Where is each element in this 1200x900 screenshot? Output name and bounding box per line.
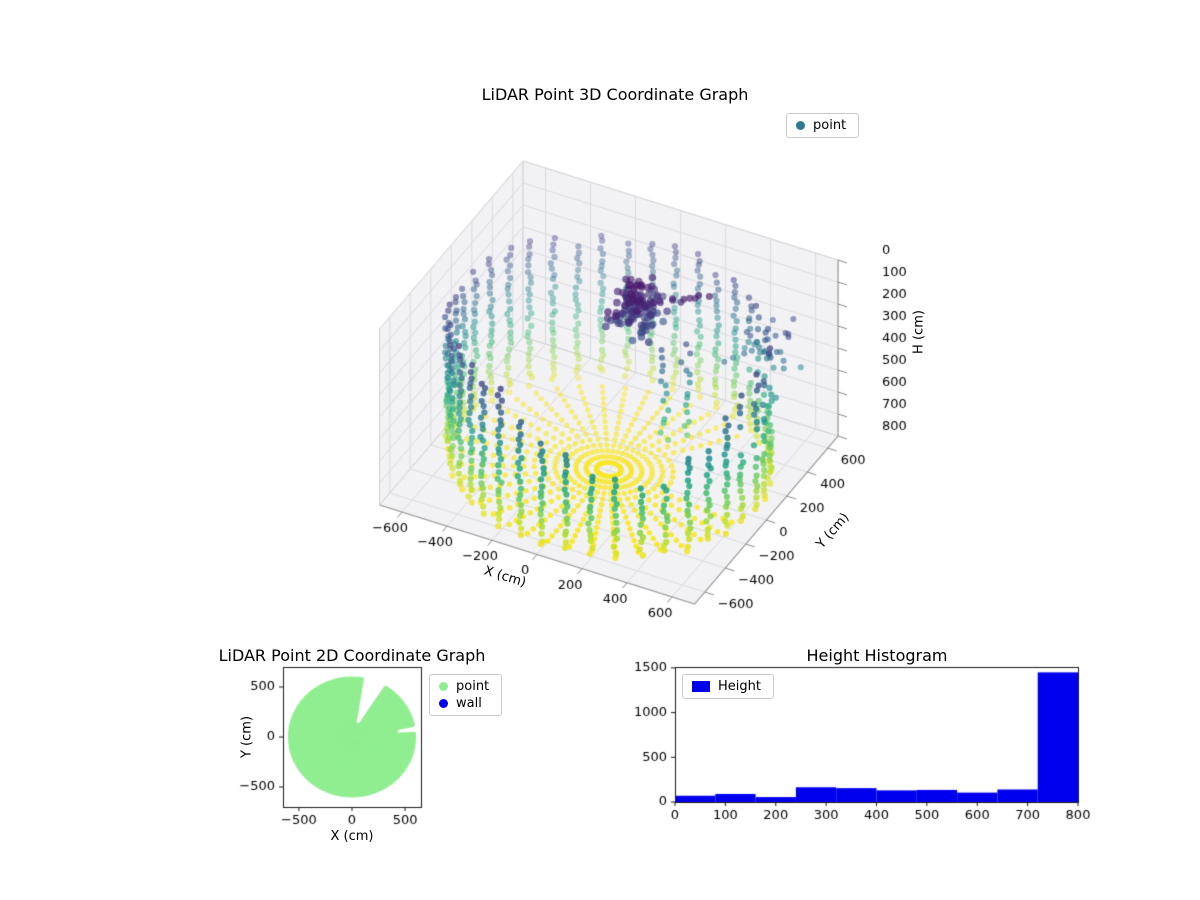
legend-marker-icon xyxy=(439,682,448,691)
chart-title-2d: LiDAR Point 2D Coordinate Graph xyxy=(218,646,486,665)
legend-3d: point xyxy=(786,113,860,138)
legend-histogram: Height xyxy=(682,674,774,699)
legend-entry-wall-2d: wall xyxy=(439,697,489,710)
legend-label: point xyxy=(813,118,847,133)
legend-label: point xyxy=(456,679,490,694)
chart-title-3d: LiDAR Point 3D Coordinate Graph xyxy=(481,85,749,104)
legend-label: wall xyxy=(456,696,482,711)
legend-entry-point-3d: point xyxy=(796,119,846,132)
legend-marker-icon xyxy=(796,121,805,130)
h-axis-label-3d: H (cm) xyxy=(911,310,927,354)
x-axis-label-2d: X (cm) xyxy=(330,829,374,844)
legend-swatch-icon xyxy=(692,681,710,692)
legend-marker-icon xyxy=(439,699,448,708)
chart-title-histogram: Height Histogram xyxy=(806,646,948,665)
legend-2d: point wall xyxy=(429,674,503,716)
legend-label: Height xyxy=(718,679,761,694)
y-axis-label-2d: Y (cm) xyxy=(239,715,255,759)
legend-entry-height: Height xyxy=(692,680,761,693)
legend-entry-point-2d: point xyxy=(439,680,489,693)
